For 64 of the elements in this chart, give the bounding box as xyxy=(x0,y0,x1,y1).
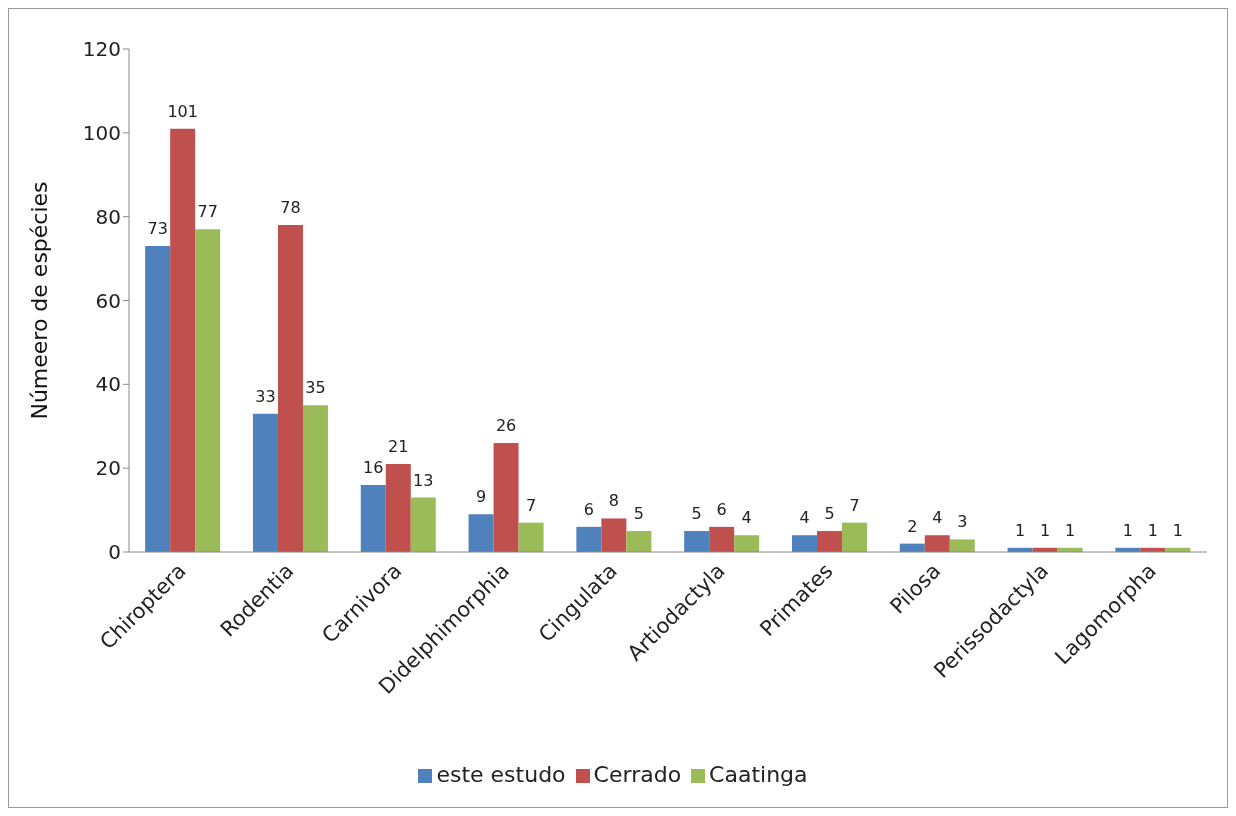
data-label: 6 xyxy=(583,499,594,519)
bar xyxy=(195,229,221,552)
data-label: 3 xyxy=(957,512,968,532)
data-label: 1 xyxy=(1014,520,1026,540)
data-label: 101 xyxy=(167,101,198,121)
bar xyxy=(734,535,760,552)
data-label: 26 xyxy=(495,416,517,436)
data-label: 4 xyxy=(799,508,810,528)
y-tick-label: 120 xyxy=(82,37,121,62)
data-label: 78 xyxy=(280,198,301,218)
data-label: 5 xyxy=(691,504,702,524)
data-label: 1 xyxy=(1172,520,1183,540)
bar xyxy=(493,443,519,552)
y-tick-label: 0 xyxy=(108,540,121,565)
bar xyxy=(302,405,328,552)
data-label: 73 xyxy=(147,219,168,239)
data-label: 77 xyxy=(197,202,218,222)
bar xyxy=(252,413,278,552)
data-label: 35 xyxy=(305,378,326,398)
bar xyxy=(816,531,842,552)
y-axis-title: Númeero de espécies xyxy=(26,181,52,420)
y-tick-label: 20 xyxy=(95,456,121,481)
bar xyxy=(601,518,627,552)
bar xyxy=(277,225,303,552)
bar xyxy=(924,535,950,552)
legend-label: este estudo xyxy=(436,762,566,787)
data-label: 7 xyxy=(525,495,537,515)
data-label: 9 xyxy=(475,487,487,507)
legend-label: Cerrado xyxy=(593,762,682,787)
data-label: 1 xyxy=(1039,520,1051,540)
data-label: 1 xyxy=(1147,520,1158,540)
bar xyxy=(626,531,652,552)
bar xyxy=(841,522,867,552)
y-tick-label: 100 xyxy=(82,120,121,145)
data-label: 5 xyxy=(633,504,644,524)
y-tick-label: 80 xyxy=(95,204,121,229)
bar xyxy=(145,246,171,552)
bar xyxy=(684,531,710,552)
bar xyxy=(360,484,386,552)
bar xyxy=(468,514,494,552)
bar xyxy=(709,526,735,552)
data-label: 13 xyxy=(413,470,434,490)
legend-label: Caatinga xyxy=(709,762,808,787)
data-label: 6 xyxy=(716,499,727,519)
bar xyxy=(410,497,436,552)
data-label: 7 xyxy=(849,495,860,515)
bar xyxy=(170,128,196,552)
data-label: 5 xyxy=(824,504,835,524)
data-label: 21 xyxy=(388,436,409,456)
data-label: 2 xyxy=(907,516,918,536)
data-label: 1 xyxy=(1064,520,1076,540)
data-label: 16 xyxy=(363,457,384,477)
data-label: 33 xyxy=(255,386,276,406)
bar xyxy=(385,463,411,552)
data-label: 4 xyxy=(741,508,752,528)
bar xyxy=(949,539,975,552)
data-label: 8 xyxy=(608,491,619,511)
y-tick-label: 60 xyxy=(95,288,121,313)
bar xyxy=(518,522,544,552)
data-label: 4 xyxy=(932,508,943,528)
bar xyxy=(576,526,602,552)
y-tick-label: 40 xyxy=(95,372,121,397)
bar xyxy=(791,535,817,552)
data-label: 1 xyxy=(1122,520,1133,540)
